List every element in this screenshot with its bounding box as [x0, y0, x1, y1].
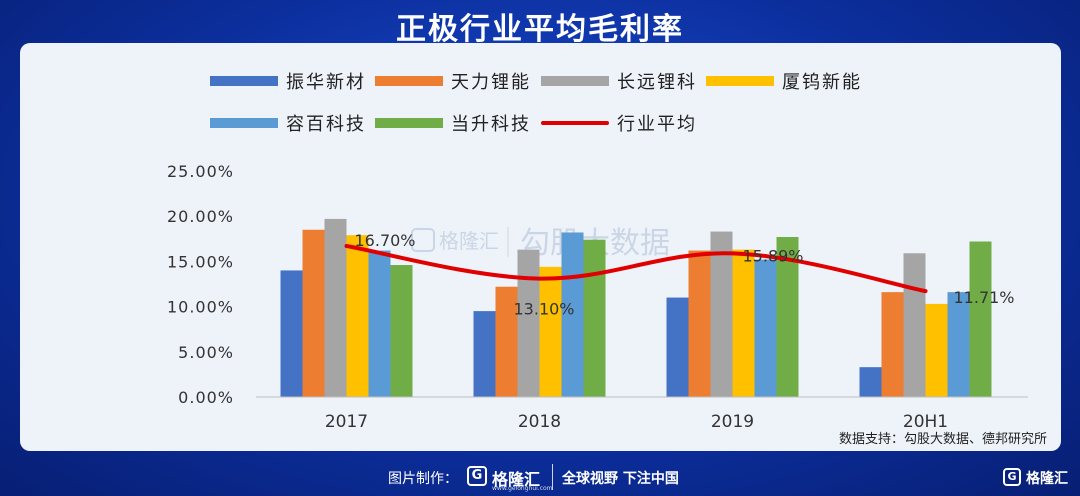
bar	[666, 297, 689, 397]
bar	[539, 266, 562, 397]
footer-logo-text: 格隆汇	[492, 470, 541, 489]
bar	[859, 367, 882, 397]
gelonghui-logo-icon: G	[467, 466, 487, 486]
legend-label: 天力锂能	[451, 72, 531, 93]
y-tick-label: 25.00%	[167, 162, 234, 181]
legend-label: 容百科技	[286, 114, 366, 135]
x-axis-labels: 2017 2018 2019 20H1	[325, 412, 948, 432]
bar	[583, 239, 606, 397]
y-tick-label: 5.00%	[178, 343, 234, 362]
bar	[925, 303, 948, 397]
legend-label: 长远锂科	[617, 72, 697, 93]
corner-logo-icon: G	[1003, 468, 1021, 486]
average-data-label: 13.10%	[514, 300, 575, 319]
source-note: 数据支持：勾股大数据、德邦研究所	[839, 432, 1047, 447]
legend-swatch	[375, 118, 443, 128]
bar	[495, 286, 518, 397]
bar	[947, 292, 970, 397]
y-tick-label: 10.00%	[167, 298, 234, 317]
bar	[324, 218, 347, 397]
bars	[280, 218, 992, 397]
bar	[302, 229, 325, 397]
bar	[346, 235, 369, 397]
footer-slogan: 全球视野 下注中国	[562, 471, 679, 487]
y-tick-label: 0.00%	[178, 388, 234, 407]
y-tick-label: 20.00%	[167, 207, 234, 226]
footer-made-by: 图片制作：	[388, 471, 458, 487]
bar	[280, 270, 303, 397]
x-tick-label: 2017	[325, 412, 368, 432]
bar	[368, 250, 391, 397]
legend-swatch	[210, 76, 278, 86]
y-axis: 0.00% 5.00% 10.00% 15.00% 20.00% 25.00%	[167, 162, 234, 407]
bar	[688, 250, 711, 397]
bar	[710, 231, 733, 397]
footer-logo-url: www.gelonghui.com	[492, 485, 553, 492]
bar	[754, 259, 777, 397]
legend-label: 行业平均	[617, 114, 697, 135]
legend-swatch	[541, 121, 609, 125]
watermark-logo-icon	[411, 228, 435, 252]
bar	[473, 311, 496, 397]
x-tick-label: 2019	[711, 412, 754, 432]
page-title: 正极行业平均毛利率	[396, 12, 684, 47]
legend-label: 当升科技	[451, 114, 531, 135]
bar	[903, 253, 926, 397]
average-data-label: 11.71%	[954, 288, 1015, 307]
legend-label: 厦钨新能	[782, 72, 862, 93]
legend-swatch	[375, 76, 443, 86]
average-data-label: 16.70%	[355, 231, 416, 250]
x-tick-label: 20H1	[903, 412, 948, 432]
bar	[881, 292, 904, 397]
legend-swatch	[210, 118, 278, 128]
bar	[517, 249, 540, 397]
footer: 图片制作： G 格隆汇 www.gelonghui.com 全球视野 下注中国 …	[0, 458, 1080, 496]
corner-logo-text: 格隆汇	[1026, 471, 1068, 487]
average-data-label: 15.89%	[743, 246, 804, 265]
footer-divider	[552, 464, 553, 490]
bar	[732, 249, 755, 397]
watermark: 格隆汇 勾股大数据	[411, 226, 670, 261]
x-tick-label: 2018	[518, 412, 561, 432]
bar	[776, 236, 799, 397]
average-series-line	[344, 244, 928, 294]
bar	[969, 241, 992, 397]
legend-swatch	[706, 76, 774, 86]
watermark-logo: 格隆汇	[439, 229, 499, 253]
average-line: 16.70% 13.10% 15.89% 11.71%	[344, 231, 1015, 319]
y-tick-label: 15.00%	[167, 252, 234, 271]
legend-label: 振华新材	[286, 72, 366, 93]
legend-swatch	[541, 76, 609, 86]
bar	[561, 232, 584, 397]
bar	[390, 265, 413, 397]
